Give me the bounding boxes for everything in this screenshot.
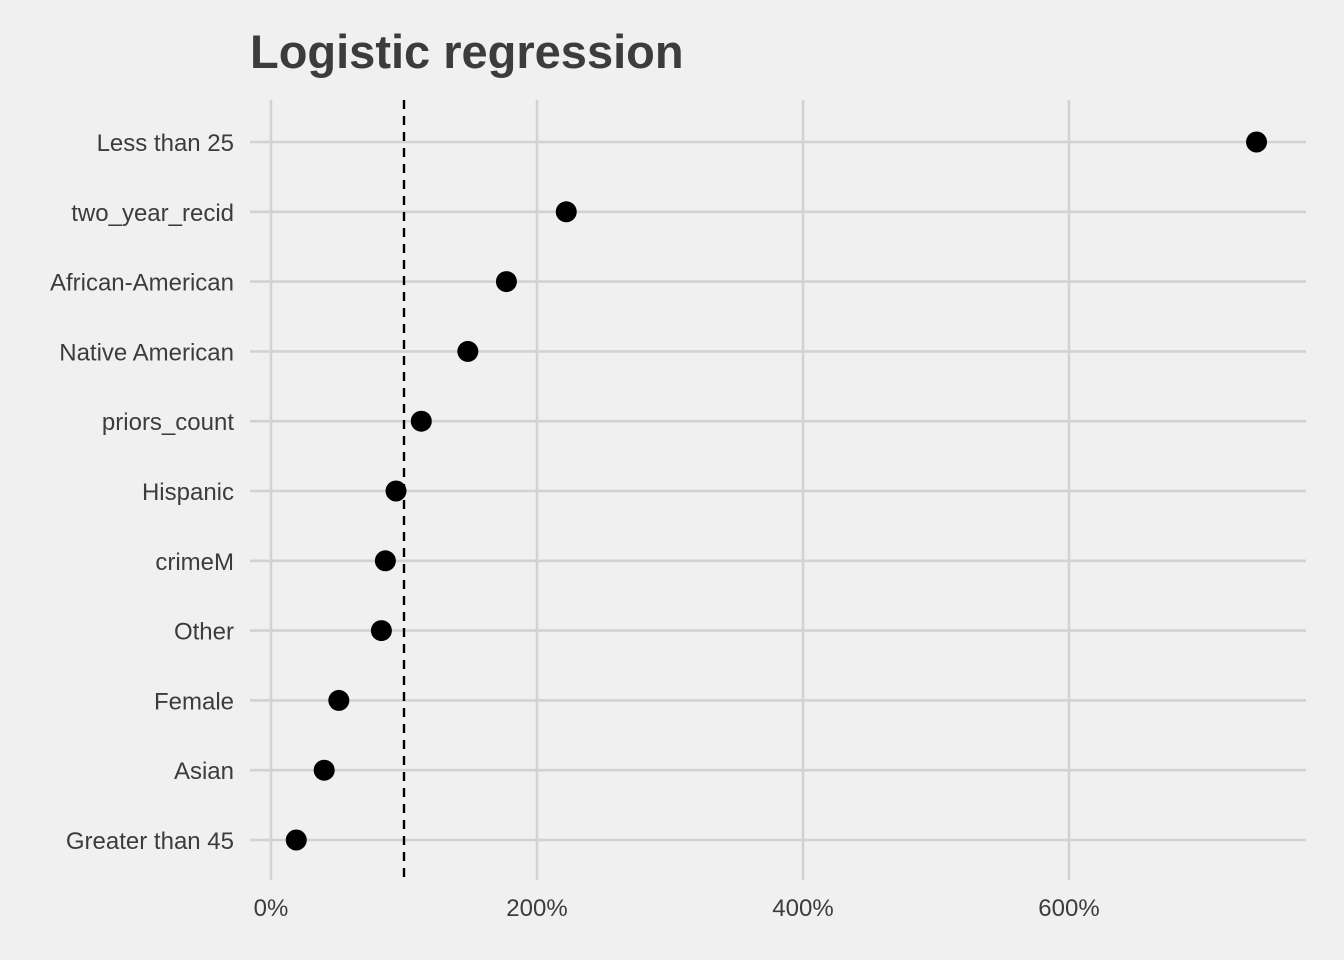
data-point bbox=[374, 550, 396, 572]
data-point bbox=[410, 410, 432, 432]
y-tick-label: Female bbox=[154, 688, 234, 715]
data-point bbox=[385, 480, 407, 502]
data-point bbox=[457, 340, 479, 362]
y-tick-label: Hispanic bbox=[142, 479, 234, 506]
y-tick-label: crimeM bbox=[155, 549, 234, 576]
y-tick-label: priors_count bbox=[102, 409, 234, 436]
data-point bbox=[313, 759, 335, 781]
y-tick-label: two_year_recid bbox=[71, 200, 234, 227]
y-tick-label: Asian bbox=[174, 758, 234, 785]
x-tick-label: 0% bbox=[254, 895, 289, 922]
x-tick-label: 600% bbox=[1038, 895, 1099, 922]
data-point bbox=[555, 201, 577, 223]
y-tick-label: Greater than 45 bbox=[66, 828, 234, 855]
data-point bbox=[328, 689, 350, 711]
x-tick-label: 400% bbox=[772, 895, 833, 922]
x-tick-label: 200% bbox=[506, 895, 567, 922]
data-point bbox=[495, 271, 517, 293]
chart-title: Logistic regression bbox=[250, 25, 684, 78]
y-tick-label: Native American bbox=[59, 339, 234, 366]
y-tick-label: Less than 25 bbox=[97, 130, 234, 157]
y-tick-label: African-American bbox=[50, 270, 234, 297]
y-tick-label: Other bbox=[174, 619, 234, 646]
data-point bbox=[1246, 131, 1268, 153]
data-point bbox=[285, 829, 307, 851]
data-point bbox=[370, 620, 392, 642]
